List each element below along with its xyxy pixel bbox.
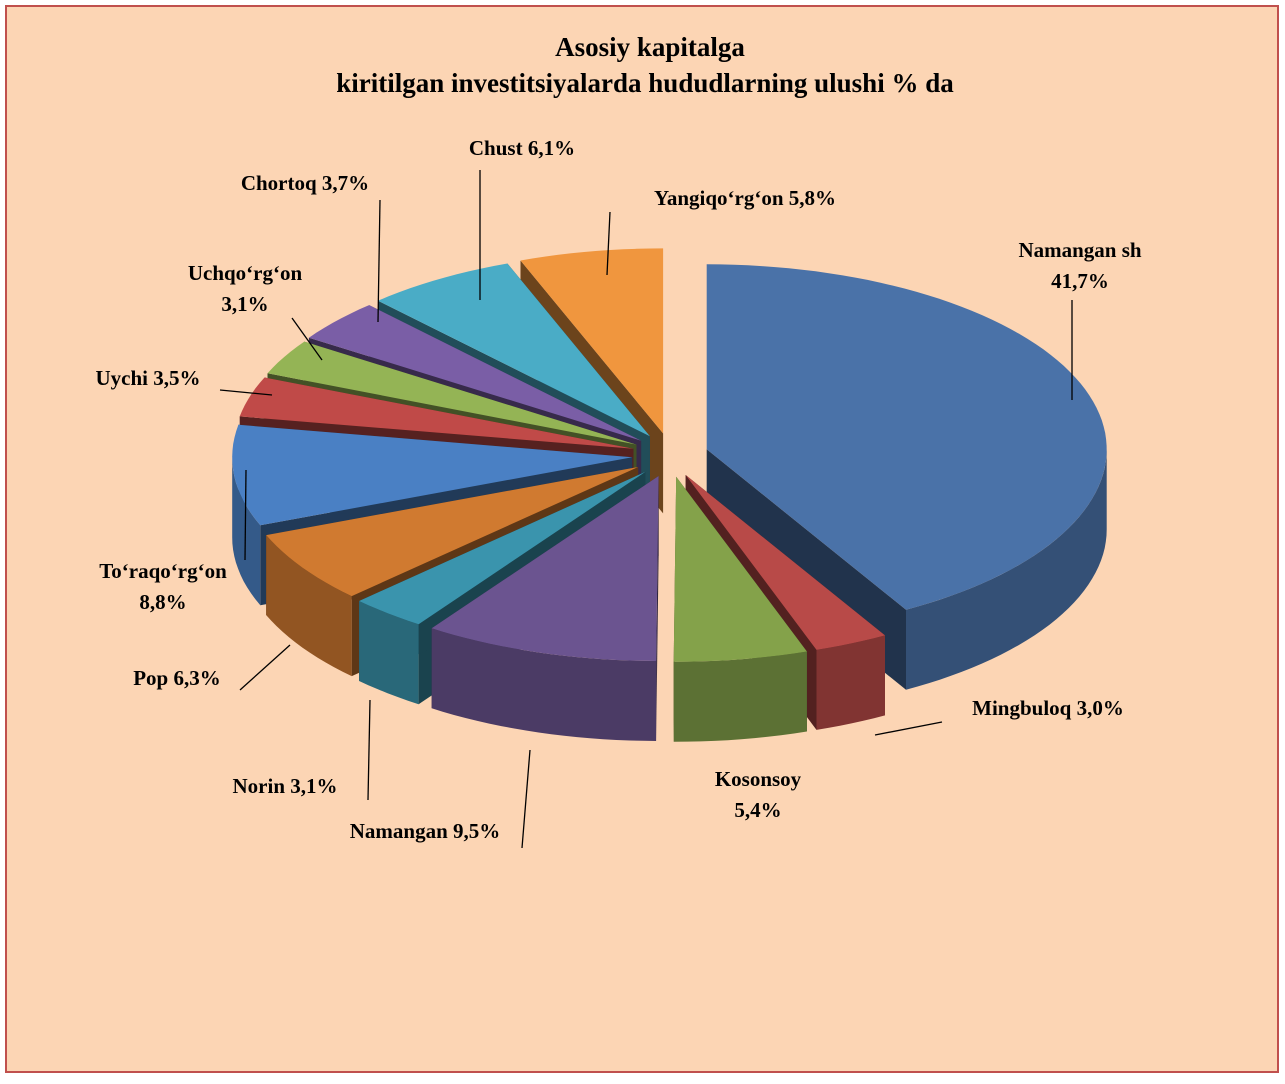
label-name: Uychi [96, 366, 149, 390]
label-value: 5,8% [789, 186, 836, 210]
slice-top [673, 476, 807, 662]
label-name: Pop [133, 666, 168, 690]
label-value: 9,5% [453, 819, 500, 843]
data-label: Namangan 9,5% [350, 819, 501, 843]
slice-side [816, 635, 885, 730]
slice-side [431, 628, 657, 741]
leader-line [367, 699, 371, 801]
slice-top [378, 263, 650, 437]
data-label: Uchqo‘rg‘on 3,1% [188, 261, 303, 316]
leader-line [377, 199, 381, 323]
leader-line [521, 749, 531, 849]
label-name: Norin [233, 774, 286, 798]
label-value: 8,8% [139, 590, 186, 614]
label-value: 41,7% [1051, 269, 1109, 293]
slice-side [359, 471, 646, 681]
slice-top [266, 467, 639, 597]
slice-top [232, 424, 633, 526]
label-value: 3,7% [322, 171, 369, 195]
leader-line [874, 721, 943, 736]
label-name: To‘raqo‘rg‘on [99, 559, 227, 583]
slice-side [359, 601, 419, 705]
label-name: Mingbuloq [972, 696, 1072, 720]
data-label: Chortoq 3,7% [241, 171, 369, 195]
data-label: Norin 3,1% [233, 774, 338, 798]
leader-line [219, 389, 273, 396]
label-value: 6,1% [528, 136, 575, 160]
label-name: Chortoq [241, 171, 317, 195]
label-value: 6,3% [174, 666, 221, 690]
slice-side [266, 535, 352, 677]
data-label: Kosonsoy 5,4% [715, 767, 802, 822]
label-value: 5,4% [734, 798, 781, 822]
slice-top [308, 305, 642, 441]
label-name: Namangan [350, 819, 448, 843]
leader-line [606, 211, 611, 276]
label-value: 3,1% [290, 774, 337, 798]
slice-side [673, 651, 807, 742]
chart-title: Asosiy kapitalga [555, 32, 745, 62]
leader-line [291, 317, 323, 361]
data-label: Mingbuloq 3,0% [972, 696, 1124, 720]
slice-top [520, 248, 664, 434]
label-value: 3,1% [221, 292, 268, 316]
label-name: Yangiqo‘rg‘on [654, 186, 784, 210]
slice-top [267, 341, 637, 445]
slice-top [359, 471, 646, 625]
data-label: Chust 6,1% [469, 136, 575, 160]
label-value: 3,5% [153, 366, 200, 390]
data-label: Uychi 3,5% [96, 366, 201, 390]
slice-top [431, 476, 659, 661]
leader-line [244, 469, 247, 561]
data-label: Pop 6,3% [133, 666, 221, 690]
slice-top [706, 264, 1107, 610]
slice [673, 476, 807, 742]
label-name: Chust [469, 136, 523, 160]
label-name: Kosonsoy [715, 767, 802, 791]
chart-title: kiritilgan investitsiyalarda hududlarnin… [336, 68, 954, 98]
slice-side [906, 449, 1107, 690]
slice-side [232, 457, 261, 606]
data-label: Yangiqo‘rg‘on 5,8% [654, 186, 836, 210]
slice-top [239, 377, 634, 449]
slice-top [685, 475, 885, 650]
data-label: To‘raqo‘rg‘on 8,8% [99, 559, 227, 614]
label-name: Namangan sh [1018, 238, 1141, 262]
data-label: Namangan sh 41,7% [1018, 238, 1141, 293]
leader-line [239, 644, 291, 691]
label-value: 3,0% [1077, 696, 1124, 720]
slice [431, 476, 659, 741]
label-name: Uchqo‘rg‘on [188, 261, 303, 285]
